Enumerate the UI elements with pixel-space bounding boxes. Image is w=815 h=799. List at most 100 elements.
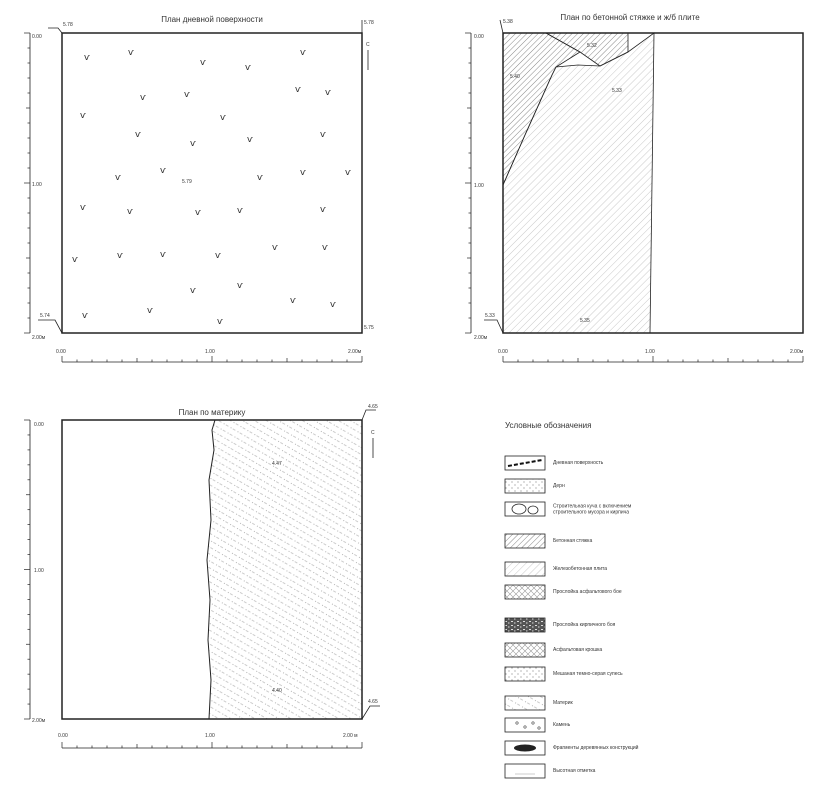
legend-label: Прослойка кирпичного боя	[553, 621, 616, 628]
legend-item: Железобетонная плита	[505, 562, 607, 576]
legend-item: Прослойка асфальтового бое	[505, 585, 622, 599]
plan1-corner-bl: 5.74	[40, 313, 50, 319]
plan2-ytick-0: 0.00	[474, 34, 484, 40]
grass-icon: ѵ	[190, 139, 196, 149]
legend-label: Строительная куча с включением строительн…	[553, 504, 632, 516]
plan2-xtick-2: 2.00м	[790, 349, 804, 355]
plan2-ytick-1: 1.00	[474, 183, 484, 189]
plan1-ytick-0: 0.00	[32, 34, 42, 40]
legend-label: Камень	[553, 722, 571, 728]
plan2-elev-d: 5.35	[580, 318, 590, 324]
grass-icon: ѵ	[184, 90, 190, 100]
legend-swatch-icon	[505, 718, 545, 732]
plan3-xtick-1: 1.00	[205, 733, 215, 739]
grass-icon: ѵ	[127, 207, 133, 217]
grass-icon: ѵ	[195, 208, 201, 218]
grass-icon: ѵ	[80, 203, 86, 213]
grass-icon: ѵ	[140, 93, 146, 103]
legend-item: Дерн	[505, 479, 565, 493]
legend-label: Фрагменты деревянных конструкций	[553, 744, 639, 751]
plan1-ytick-2: 2.00м	[32, 335, 46, 341]
legend-label: Материк	[553, 700, 573, 706]
grass-icon: ѵ	[200, 58, 206, 68]
legend-item: Высотная отметка	[505, 764, 596, 778]
plan2-title: План по бетонной стяжке и ж/б плите	[560, 13, 700, 22]
plan2-xtick-0: 0.00	[498, 349, 508, 355]
grass-icon: ѵ	[215, 251, 221, 261]
grass-icon: ѵ	[247, 135, 253, 145]
legend-label: Высотная отметка	[553, 768, 596, 774]
plan2-elev-b: 5.32	[587, 43, 597, 49]
plan1-center-elev: 5.79	[182, 179, 192, 185]
legend-item: Материк	[505, 696, 573, 710]
legend-swatch-icon	[505, 585, 545, 599]
grass-icon: ѵ	[115, 173, 121, 183]
plan-concrete: План по бетонной стяжке и ж/б плите 5.38…	[465, 13, 804, 362]
legend-label: Дерн	[553, 483, 565, 489]
plan1-xtick-2: 2.00м	[348, 349, 362, 355]
plan-subsoil: План по материку 4.65 4.65 4.47 4.40 С 0…	[24, 404, 380, 748]
plan3-subsoil-region	[207, 420, 362, 719]
grass-icon: ѵ	[325, 88, 331, 98]
grass-icon: ѵ	[330, 300, 336, 310]
legend-item: Бетонная стяжка	[505, 534, 592, 548]
legend-item: Камень	[505, 718, 571, 732]
legend-swatch-icon	[505, 456, 545, 470]
plan3-corner-br: 4.65	[368, 699, 378, 705]
legend-item: Асфальтовая крошка	[505, 643, 602, 657]
legend-label: Железобетонная плита	[553, 566, 607, 572]
legend-label: Мешаная темно-серая супесь	[553, 671, 623, 677]
plan3-north: С	[371, 430, 375, 436]
grass-icon: ѵ	[320, 205, 326, 215]
plan1-corner-br: 5.75	[364, 325, 374, 331]
plan3-elev-bottom: 4.40	[272, 688, 282, 694]
legend-swatch-icon	[505, 764, 545, 778]
plan3-ytick-1: 1.00	[34, 568, 44, 574]
grass-icon: ѵ	[135, 130, 141, 140]
plan3-xtick-0: 0.00	[58, 733, 68, 739]
legend-item: Фрагменты деревянных конструкций	[505, 741, 639, 755]
grass-icon: ѵ	[84, 53, 90, 63]
grass-icon: ѵ	[272, 243, 278, 253]
plan2-elev-c: 5.33	[612, 88, 622, 94]
grass-icon: ѵ	[295, 85, 301, 95]
legend-item: Строительная куча с включением строительн…	[505, 502, 632, 516]
legend-label: Дневная поверхность	[553, 460, 604, 466]
grass-icon: ѵ	[80, 111, 86, 121]
plan-surface: План дневной поверхности 5.78 5.78 5.74 …	[24, 15, 374, 362]
plan3-title: План по материку	[179, 408, 246, 417]
grass-icon: ѵ	[72, 255, 78, 265]
legend: Условные обозначения Дневная поверхность…	[505, 421, 639, 778]
grass-icon: ѵ	[220, 113, 226, 123]
legend-swatch-icon	[505, 643, 545, 657]
legend-swatch-icon	[505, 562, 545, 576]
plan2-elev-a: 5.40	[510, 74, 520, 80]
grass-icon: ѵ	[217, 317, 223, 327]
grass-icon: ѵ	[290, 296, 296, 306]
grass-icon: ѵ	[345, 168, 351, 178]
plan2-corner-bl: 5.33	[485, 313, 495, 319]
legend-label: Асфальтовая крошка	[553, 647, 602, 653]
grass-icon: ѵ	[237, 206, 243, 216]
plan3-elev-top: 4.47	[272, 461, 282, 467]
plan1-north: С	[366, 42, 370, 48]
plan3-ytick-2: 2.00м	[32, 718, 46, 724]
legend-label: Прослойка асфальтового бое	[553, 588, 622, 595]
grass-icon: ѵ	[82, 311, 88, 321]
legend-item: Мешаная темно-серая супесь	[505, 667, 623, 681]
plan1-y-ticks	[24, 33, 30, 333]
plan1-ytick-1: 1.00	[32, 182, 42, 188]
legend-swatch-icon	[505, 479, 545, 493]
plan2-corner-tl: 5.38	[503, 19, 513, 25]
grass-icon: ѵ	[300, 168, 306, 178]
grass-icon: ѵ	[257, 173, 263, 183]
grass-icon: ѵ	[190, 286, 196, 296]
plan1-xtick-0: 0.00	[56, 349, 66, 355]
grass-icon: ѵ	[160, 166, 166, 176]
plan1-title: План дневной поверхности	[161, 15, 263, 24]
grass-icon: ѵ	[117, 251, 123, 261]
grass-icon: ѵ	[160, 250, 166, 260]
grass-icon: ѵ	[128, 48, 134, 58]
plan1-frame	[62, 33, 362, 333]
